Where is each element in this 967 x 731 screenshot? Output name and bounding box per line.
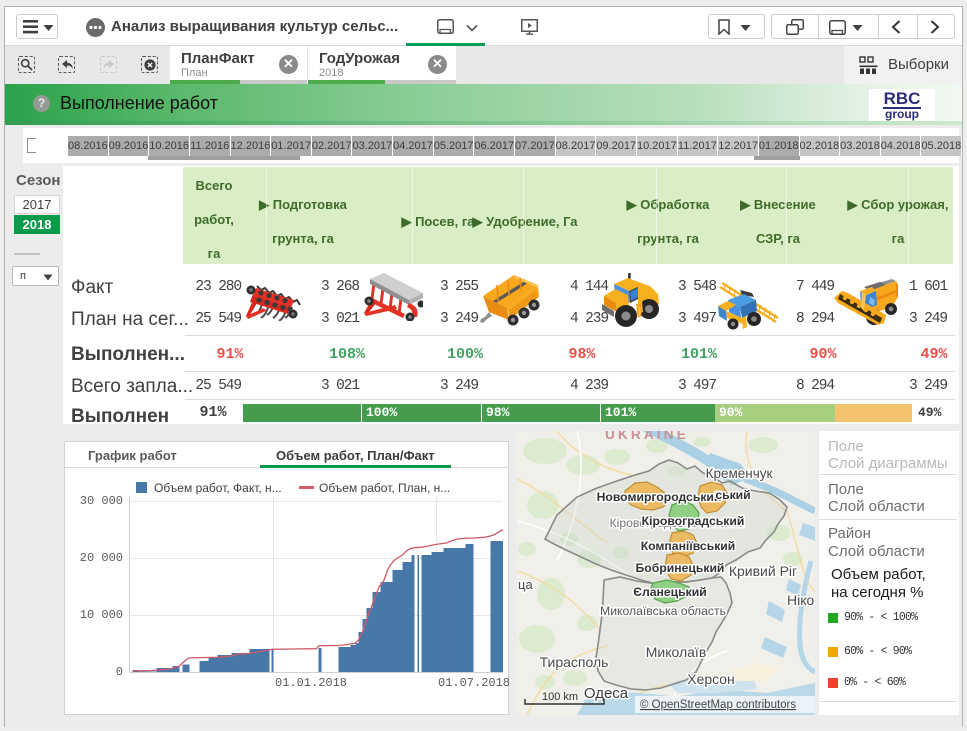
- svg-text:© OpenStreetMap contributors: © OpenStreetMap contributors: [640, 699, 796, 711]
- svg-text:Миколаївська область: Миколаївська область: [600, 604, 726, 618]
- svg-text:Компаніївський: Компаніївський: [641, 539, 736, 553]
- svg-text:Кривий Ріг: Кривий Ріг: [729, 563, 797, 579]
- svg-text:Новомиргородський: Новомиргородський: [597, 490, 722, 504]
- svg-text:UKRAINE: UKRAINE: [605, 431, 689, 442]
- svg-text:ський: ський: [715, 488, 750, 502]
- svg-text:Кременчук: Кременчук: [706, 466, 773, 481]
- svg-text:Херсон: Херсон: [687, 671, 735, 687]
- svg-text:Єланецький: Єланецький: [633, 585, 706, 599]
- svg-text:Тирасполь: Тирасполь: [540, 654, 609, 670]
- svg-text:Нікоп: Нікоп: [787, 592, 815, 608]
- svg-text:Бобринецький: Бобринецький: [636, 561, 725, 575]
- svg-text:Миколаїв: Миколаїв: [646, 644, 707, 660]
- svg-text:Одеса: Одеса: [584, 685, 629, 702]
- svg-text:ца: ца: [518, 577, 533, 592]
- svg-text:100 km: 100 km: [542, 691, 578, 703]
- svg-text:Кіровоградська область: Кіровоградська область: [610, 516, 745, 530]
- svg-text:Кіровоградський: Кіровоградський: [642, 514, 745, 528]
